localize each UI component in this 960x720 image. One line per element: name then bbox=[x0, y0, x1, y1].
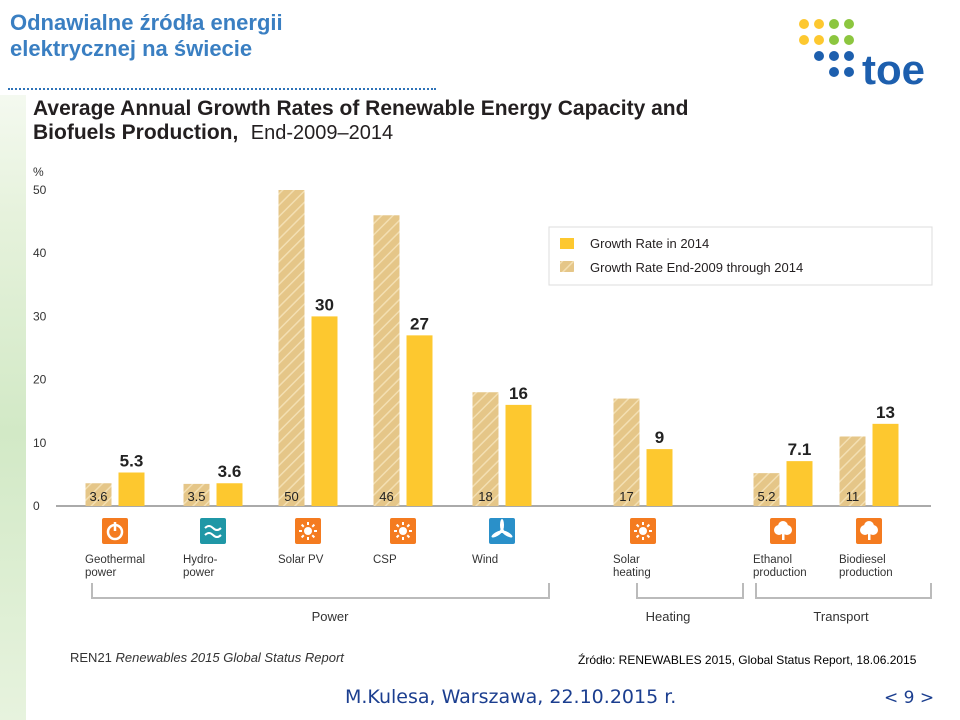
label-average-solar-pv: 50 bbox=[284, 489, 298, 504]
label-2014-biodiesel: 13 bbox=[876, 403, 895, 422]
page-number: < 9 > bbox=[884, 688, 935, 708]
label-average-hydropower: 3.5 bbox=[187, 489, 205, 504]
group-brackets: Power Heating Transport bbox=[91, 583, 932, 624]
category-sublabel-solar-heating: heating bbox=[613, 567, 651, 579]
bar-average-geothermal bbox=[85, 483, 112, 506]
chart-title-line-1: Average Annual Growth Rates of Renewable… bbox=[33, 97, 688, 120]
y-tick-40: 40 bbox=[33, 246, 47, 260]
wind-icon bbox=[489, 518, 515, 544]
y-tick-20: 20 bbox=[33, 373, 47, 387]
label-2014-ethanol: 7.1 bbox=[788, 440, 812, 459]
footer-author: M.Kulesa, Warszawa, 22.10.2015 r. bbox=[345, 686, 677, 708]
bar-2014-solar-pv bbox=[311, 316, 338, 506]
bar-average-ethanol bbox=[753, 473, 780, 506]
category-label-wind: Wind bbox=[472, 554, 498, 566]
bar-average-wind bbox=[472, 392, 499, 506]
chart-title-line-2: Biofuels Production, End-2009–2014 bbox=[33, 121, 393, 144]
transport-bracket bbox=[755, 583, 932, 599]
chart-title-bold: Biofuels Production, bbox=[33, 121, 238, 144]
heating-bracket bbox=[636, 583, 744, 599]
y-tick-0: 0 bbox=[33, 499, 40, 513]
category-label-biodiesel: Biodiesel bbox=[839, 554, 886, 566]
label-average-csp: 46 bbox=[379, 489, 393, 504]
y-axis-ticks: 0 10 20 30 40 50 bbox=[33, 183, 47, 513]
label-average-ethanol: 5.2 bbox=[757, 489, 775, 504]
chart-title-light: End-2009–2014 bbox=[251, 122, 393, 144]
label-2014-csp: 27 bbox=[410, 314, 429, 333]
label-2014-geothermal: 5.3 bbox=[120, 452, 144, 471]
logo-dots bbox=[799, 19, 854, 77]
chart-source-credit: REN21 Renewables 2015 Global Status Repo… bbox=[70, 650, 344, 665]
bars: 3.6 5.3 3.5 3.6 50 30 46 27 18 16 17 9 5.2 7.1 11 13 bbox=[85, 190, 899, 506]
source-publisher: REN21 bbox=[70, 650, 112, 665]
legend-label-2014: Growth Rate in 2014 bbox=[590, 236, 709, 251]
y-tick-30: 30 bbox=[33, 309, 47, 323]
category-sublabel-ethanol: production bbox=[753, 567, 807, 579]
category-label-ethanol: Ethanol bbox=[753, 554, 792, 566]
logo-text: toe bbox=[862, 46, 925, 93]
legend-label-average: Growth Rate End-2009 through 2014 bbox=[590, 260, 803, 275]
source-note: Źródło: RENEWABLES 2015, Global Status R… bbox=[578, 653, 917, 667]
label-2014-hydropower: 3.6 bbox=[218, 462, 242, 481]
category-label-solar-pv: Solar PV bbox=[278, 554, 324, 566]
slide-title-line-1: Odnawialne źródła energii bbox=[10, 10, 283, 35]
label-average-biodiesel: 11 bbox=[846, 489, 860, 504]
bar-2014-csp bbox=[406, 335, 433, 506]
label-2014-solar-pv: 30 bbox=[315, 295, 334, 314]
solar-pv-icon bbox=[295, 518, 321, 544]
legend-box bbox=[548, 226, 933, 286]
label-2014-wind: 16 bbox=[509, 384, 528, 403]
y-tick-50: 50 bbox=[33, 183, 47, 197]
category-icons bbox=[102, 518, 882, 544]
category-sublabel-biodiesel: production bbox=[839, 567, 893, 579]
label-average-wind: 18 bbox=[478, 489, 492, 504]
bar-average-biodiesel bbox=[839, 436, 866, 506]
source-title: Renewables 2015 Global Status Report bbox=[115, 650, 344, 665]
biodiesel-icon bbox=[856, 518, 882, 544]
bar-2014-geothermal bbox=[118, 472, 145, 506]
header-background bbox=[0, 0, 960, 95]
chart-panel: Average Annual Growth Rates of Renewable… bbox=[26, 95, 960, 668]
legend-swatch-2014 bbox=[560, 238, 574, 249]
bar-2014-wind bbox=[505, 404, 532, 506]
toe-logo: toe bbox=[799, 19, 925, 93]
bar-average-hydropower bbox=[183, 483, 210, 506]
category-sublabel-hydropower: power bbox=[183, 567, 214, 579]
hydropower-icon bbox=[200, 518, 226, 544]
label-average-geothermal: 3.6 bbox=[89, 489, 107, 504]
y-tick-10: 10 bbox=[33, 436, 47, 450]
group-label-heating: Heating bbox=[646, 609, 691, 624]
ethanol-icon bbox=[770, 518, 796, 544]
slide-title-line-2: elektrycznej na świecie bbox=[10, 36, 253, 61]
category-sublabel-geothermal: power bbox=[85, 567, 116, 579]
bar-2014-ethanol bbox=[786, 461, 813, 506]
bar-2014-hydropower bbox=[216, 483, 243, 506]
bar-2014-solar-heating bbox=[646, 449, 673, 506]
y-axis-unit: % bbox=[33, 165, 44, 179]
label-average-solar-heating: 17 bbox=[619, 489, 633, 504]
power-bracket bbox=[91, 583, 550, 599]
category-label-geothermal: Geothermal bbox=[85, 554, 145, 566]
csp-icon bbox=[390, 518, 416, 544]
category-label-csp: CSP bbox=[373, 554, 397, 566]
slide-title: Odnawialne źródła energii elektrycznej n… bbox=[10, 10, 450, 62]
title-underline bbox=[8, 88, 436, 90]
bar-average-solar-pv bbox=[278, 190, 305, 506]
bar-average-solar-heating bbox=[613, 398, 640, 506]
group-label-power: Power bbox=[312, 609, 350, 624]
bar-2014-biodiesel bbox=[872, 423, 899, 506]
solar-heating-icon bbox=[630, 518, 656, 544]
growth-rate-chart: Average Annual Growth Rates of Renewable… bbox=[33, 97, 933, 624]
group-label-transport: Transport bbox=[813, 609, 869, 624]
background-strip bbox=[0, 0, 26, 720]
category-label-hydropower: Hydro- bbox=[183, 554, 218, 566]
label-2014-solar-heating: 9 bbox=[655, 428, 664, 447]
category-label-solar-heating: Solar bbox=[613, 554, 640, 566]
bar-average-csp bbox=[373, 215, 400, 506]
geothermal-icon bbox=[102, 518, 128, 544]
legend: Growth Rate in 2014 Growth Rate End-2009… bbox=[548, 226, 933, 286]
legend-swatch-average bbox=[560, 261, 574, 272]
